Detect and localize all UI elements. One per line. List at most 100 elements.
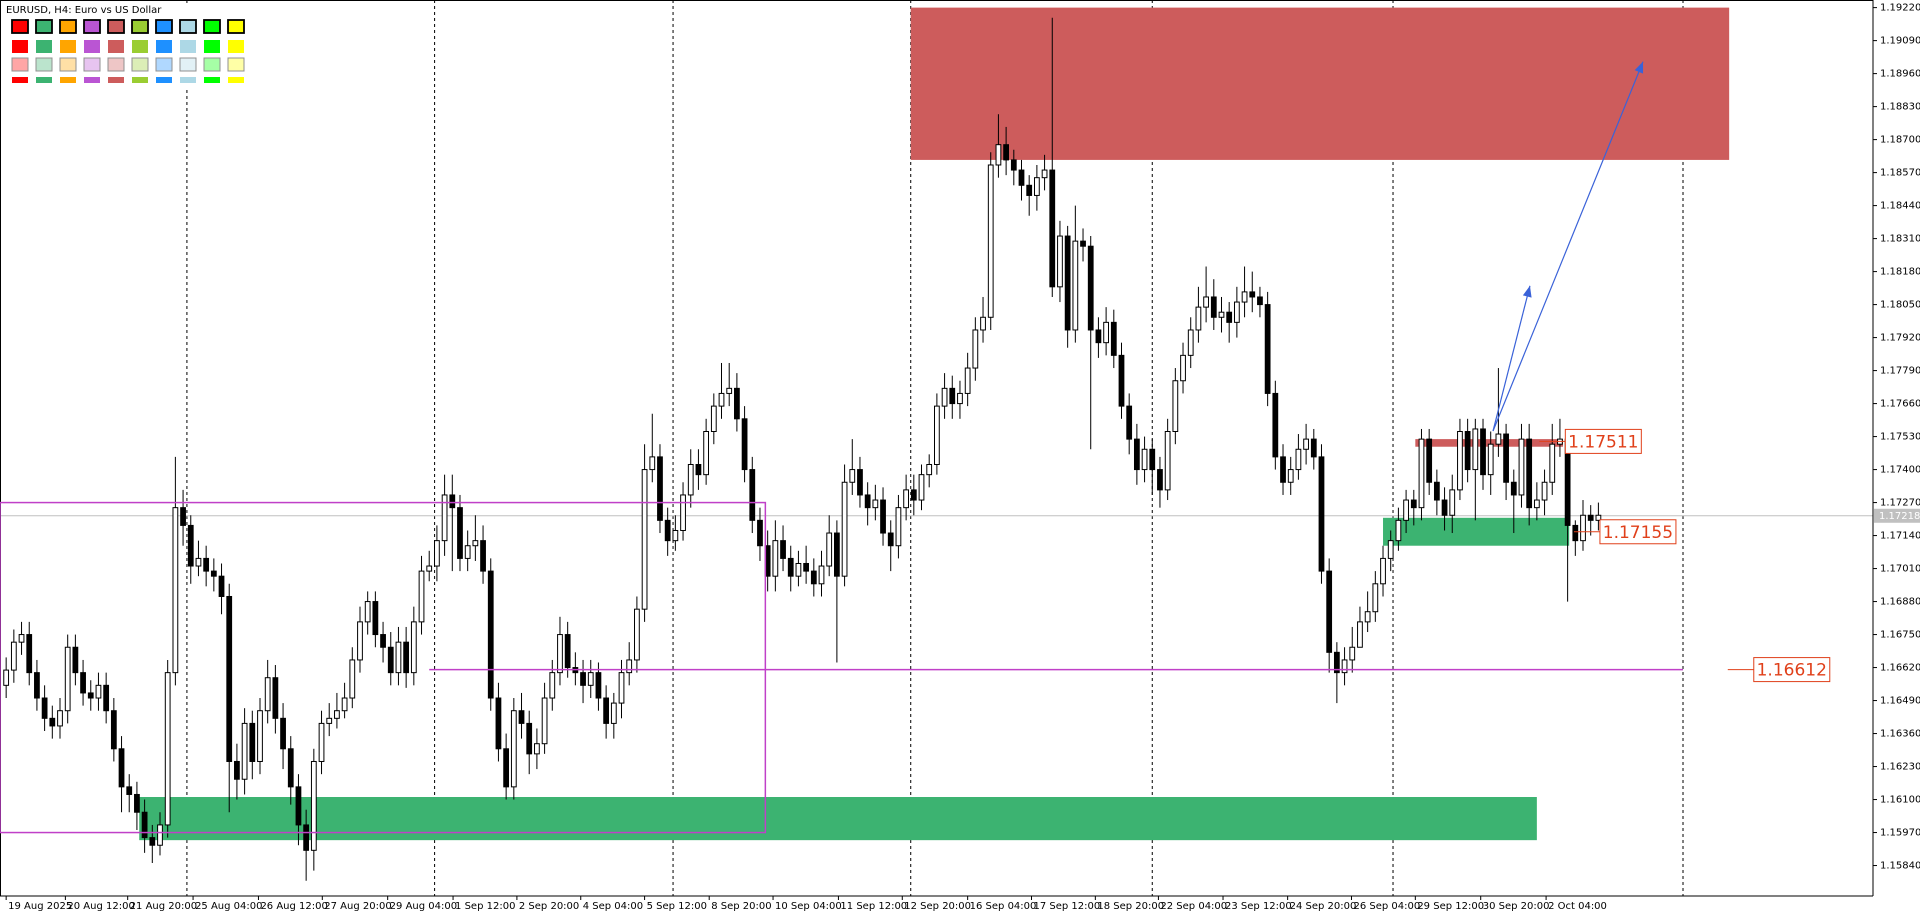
candle-body <box>364 601 371 623</box>
candle-body <box>1503 433 1509 483</box>
palette-swatch <box>179 19 197 34</box>
candle-body <box>1241 291 1248 303</box>
candle-body <box>434 540 440 567</box>
palette-swatch <box>155 57 173 72</box>
palette-swatch <box>60 77 76 83</box>
candle-body <box>1549 443 1556 483</box>
candle-body <box>1195 306 1202 331</box>
candle-body <box>641 469 648 610</box>
candle-body <box>510 710 517 788</box>
candle-body <box>972 329 979 369</box>
candle-body <box>1003 144 1009 161</box>
candle-body <box>1433 481 1440 501</box>
candle-body <box>1226 311 1233 323</box>
x-tick-label: 27 Aug 20:00 <box>324 901 391 912</box>
candle-body <box>949 387 956 405</box>
palette-swatch <box>228 77 244 83</box>
candle-body <box>549 672 556 699</box>
candle-body <box>680 494 686 531</box>
candle-body <box>1249 291 1256 298</box>
x-tick-label: 22 Sep 04:00 <box>1160 901 1227 912</box>
palette-swatch <box>228 40 244 53</box>
candle-body <box>1041 169 1048 179</box>
candle-body <box>864 494 871 509</box>
x-tick-label: 4 Sep 04:00 <box>583 901 643 912</box>
candle-body <box>110 710 117 750</box>
candle-body <box>1210 296 1217 318</box>
symbol-title: EURUSD, H4: Euro vs US Dollar <box>6 5 162 16</box>
candle-body <box>564 634 571 669</box>
candle-body <box>1380 557 1386 585</box>
y-tick-label: 1.16230 <box>1880 762 1920 773</box>
candle-body <box>1310 438 1317 458</box>
candle-body <box>34 672 40 699</box>
x-tick-label: 18 Sep 20:00 <box>1097 901 1164 912</box>
x-tick-label: 16 Sep 04:00 <box>970 901 1037 912</box>
y-tick-label: 1.16620 <box>1880 663 1920 674</box>
candle-body <box>934 405 940 465</box>
palette-swatch <box>132 40 148 53</box>
candle-body <box>472 540 479 547</box>
candle-body <box>987 164 994 318</box>
palette-swatch <box>35 19 53 34</box>
candle-body <box>103 684 110 712</box>
candle-body <box>1126 405 1133 440</box>
candle-body <box>134 793 140 813</box>
candle-body <box>1057 235 1063 288</box>
trend-arrow <box>1492 61 1644 432</box>
palette-swatch <box>156 40 172 53</box>
candle-body <box>64 646 71 712</box>
annotation-box <box>1564 428 1642 454</box>
candle-body <box>834 532 840 577</box>
candle-body <box>1349 646 1356 661</box>
y-tick-label: 1.18830 <box>1880 102 1920 113</box>
y-tick-label: 1.16360 <box>1880 729 1920 740</box>
candle-body <box>1010 159 1017 171</box>
candle-body <box>487 570 494 699</box>
palette-swatch <box>179 57 197 72</box>
x-tick-label: 8 Sep 20:00 <box>711 901 771 912</box>
zone <box>1415 439 1564 447</box>
candle-body <box>95 684 102 699</box>
candle-body <box>480 540 486 572</box>
candle-body <box>664 519 671 542</box>
candle-body <box>903 489 910 509</box>
x-tick-label: 21 Aug 20:00 <box>130 901 197 912</box>
candle-body <box>72 646 79 674</box>
candle-body <box>1341 659 1348 674</box>
palette-swatch <box>204 77 220 83</box>
candle-body <box>1326 570 1333 653</box>
palette-swatch <box>180 77 196 83</box>
candle-body <box>210 570 217 577</box>
y-tick-label: 1.18440 <box>1880 201 1920 212</box>
y-tick-label: 1.18960 <box>1880 69 1920 80</box>
candle-body <box>118 748 125 788</box>
y-tick-label: 1.16880 <box>1880 597 1920 608</box>
candle-body <box>672 529 679 542</box>
candle-body <box>164 672 171 826</box>
candle-body <box>910 489 917 501</box>
candle-body <box>1580 514 1586 542</box>
candle-body <box>272 677 279 719</box>
palette-swatch <box>227 19 245 34</box>
candle-body <box>1449 489 1456 516</box>
palette-swatch <box>107 57 125 72</box>
candle-body <box>618 672 625 704</box>
candle-body <box>1149 448 1156 471</box>
candle-body <box>795 562 802 577</box>
candle-body <box>1164 431 1171 491</box>
x-tick-label: 30 Sep 20:00 <box>1483 901 1550 912</box>
palette-swatch <box>36 40 52 53</box>
candle-body <box>880 499 886 534</box>
candle-body <box>980 316 986 331</box>
y-tick-label: 1.17660 <box>1880 399 1920 410</box>
candle-body <box>1072 240 1079 331</box>
candle-body <box>995 144 1002 166</box>
candle-body <box>926 463 933 476</box>
candle-body <box>403 641 410 674</box>
candle-body <box>3 669 10 686</box>
x-tick-label: 29 Aug 04:00 <box>390 901 457 912</box>
x-tick-label: 12 Sep 20:00 <box>904 901 971 912</box>
palette-swatch <box>35 57 53 72</box>
